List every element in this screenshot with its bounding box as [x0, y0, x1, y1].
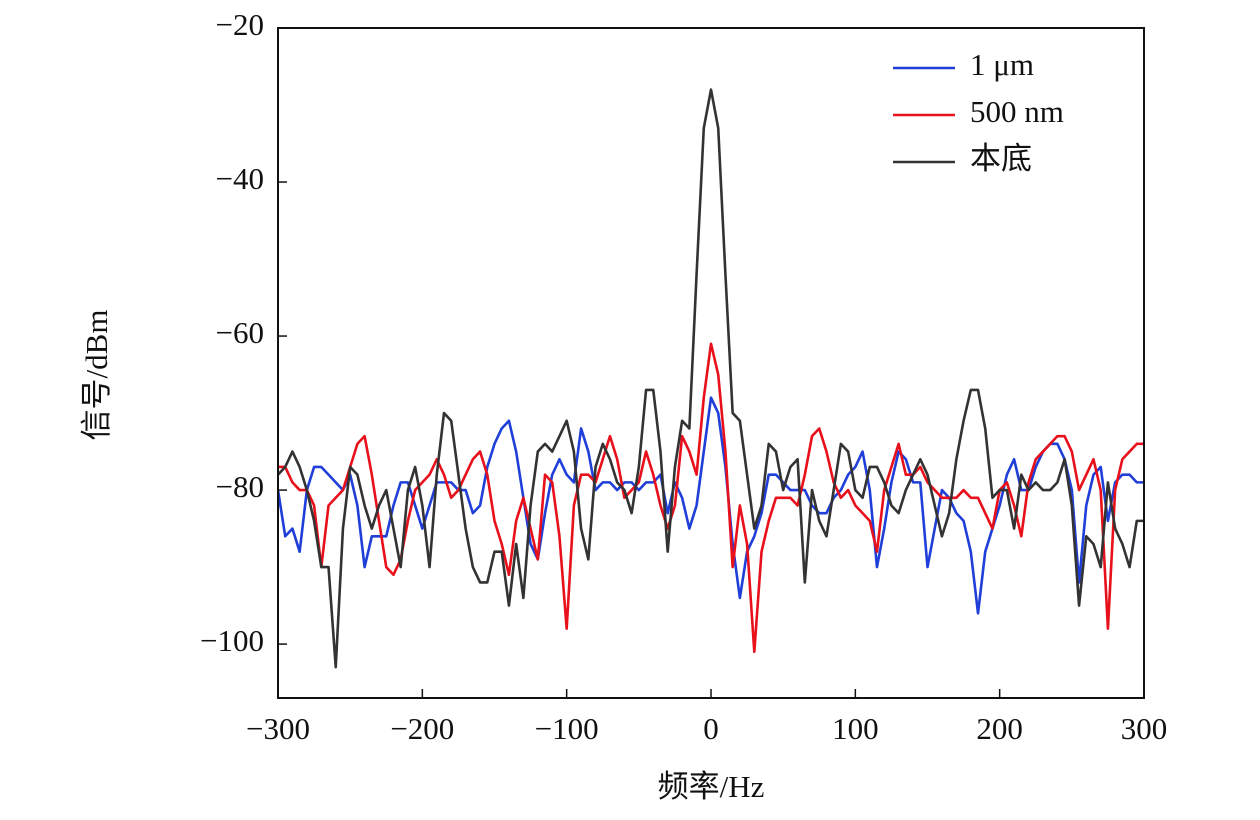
y-axis-label: 信号/dBm — [79, 310, 114, 441]
series-line — [278, 88, 1144, 669]
y-tick-label: −100 — [200, 623, 264, 658]
series-line — [278, 396, 1144, 615]
legend-label: 本底 — [970, 141, 1032, 176]
y-tick-label: −20 — [216, 7, 264, 42]
y-tick-label: −60 — [216, 315, 264, 350]
x-tick-label: −300 — [246, 711, 310, 746]
x-tick-label: −200 — [390, 711, 454, 746]
plot-area — [278, 88, 1144, 669]
legend-label: 1 μm — [970, 47, 1034, 82]
x-axis-label: 频率/Hz — [658, 769, 765, 804]
legend-label: 500 nm — [970, 94, 1064, 129]
y-tick-label: −80 — [216, 469, 264, 504]
plot-frame — [277, 27, 1145, 699]
x-tick-label: 200 — [976, 711, 1023, 746]
x-tick-label: 100 — [832, 711, 879, 746]
x-tick-label: 300 — [1121, 711, 1168, 746]
x-tick-label: −100 — [535, 711, 599, 746]
y-tick-label: −40 — [216, 161, 264, 196]
x-tick-label: 0 — [703, 711, 719, 746]
